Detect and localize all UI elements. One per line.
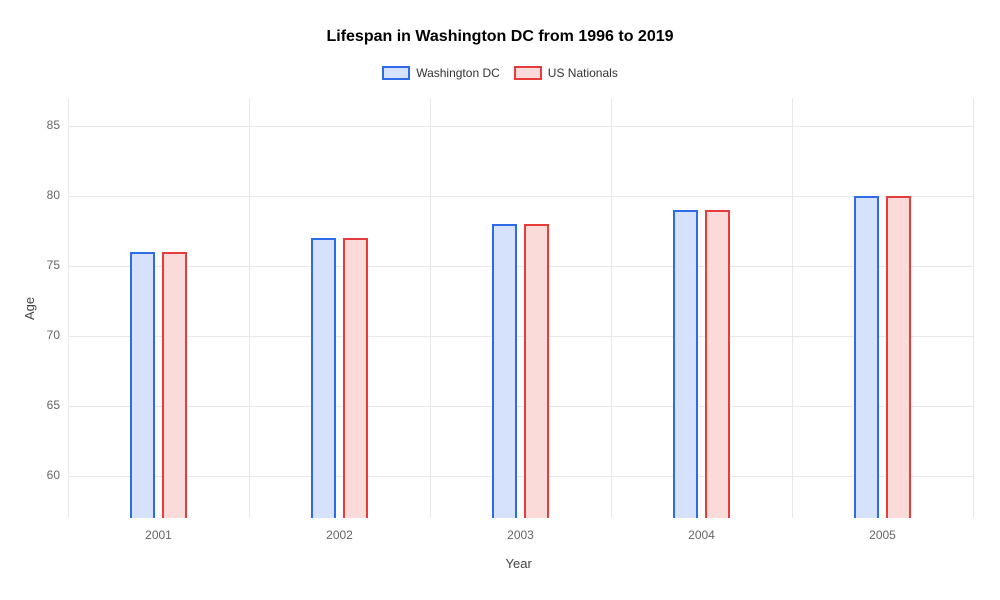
bar <box>854 196 879 518</box>
gridline-v <box>249 98 250 518</box>
bar <box>705 210 730 518</box>
y-tick-label: 75 <box>30 258 60 272</box>
bar <box>311 238 336 518</box>
bar <box>886 196 911 518</box>
y-tick-label: 85 <box>30 118 60 132</box>
bar <box>343 238 368 518</box>
legend-item: Washington DC <box>382 66 500 80</box>
gridline-h <box>68 266 973 267</box>
y-axis-label: Age <box>22 297 37 320</box>
bar <box>673 210 698 518</box>
x-axis-label: Year <box>506 556 532 571</box>
bar <box>524 224 549 518</box>
gridline-h <box>68 476 973 477</box>
x-tick-label: 2001 <box>145 528 172 542</box>
legend-label: US Nationals <box>548 66 618 80</box>
bar <box>162 252 187 518</box>
plot-area <box>68 98 973 518</box>
legend-label: Washington DC <box>416 66 500 80</box>
legend-swatch <box>514 66 542 80</box>
bar <box>492 224 517 518</box>
x-tick-label: 2005 <box>869 528 896 542</box>
y-tick-label: 60 <box>30 468 60 482</box>
gridline-v <box>430 98 431 518</box>
gridline-h <box>68 196 973 197</box>
x-tick-label: 2004 <box>688 528 715 542</box>
legend-item: US Nationals <box>514 66 618 80</box>
y-tick-label: 80 <box>30 188 60 202</box>
gridline-h <box>68 126 973 127</box>
gridline-v <box>611 98 612 518</box>
chart-title: Lifespan in Washington DC from 1996 to 2… <box>0 28 1000 46</box>
y-tick-label: 70 <box>30 328 60 342</box>
legend-swatch <box>382 66 410 80</box>
bar <box>130 252 155 518</box>
x-tick-label: 2003 <box>507 528 534 542</box>
gridline-h <box>68 336 973 337</box>
gridline-v <box>973 98 974 518</box>
legend: Washington DC US Nationals <box>0 66 1000 80</box>
gridline-v <box>792 98 793 518</box>
gridline-v <box>68 98 69 518</box>
gridline-h <box>68 406 973 407</box>
x-tick-label: 2002 <box>326 528 353 542</box>
y-tick-label: 65 <box>30 398 60 412</box>
